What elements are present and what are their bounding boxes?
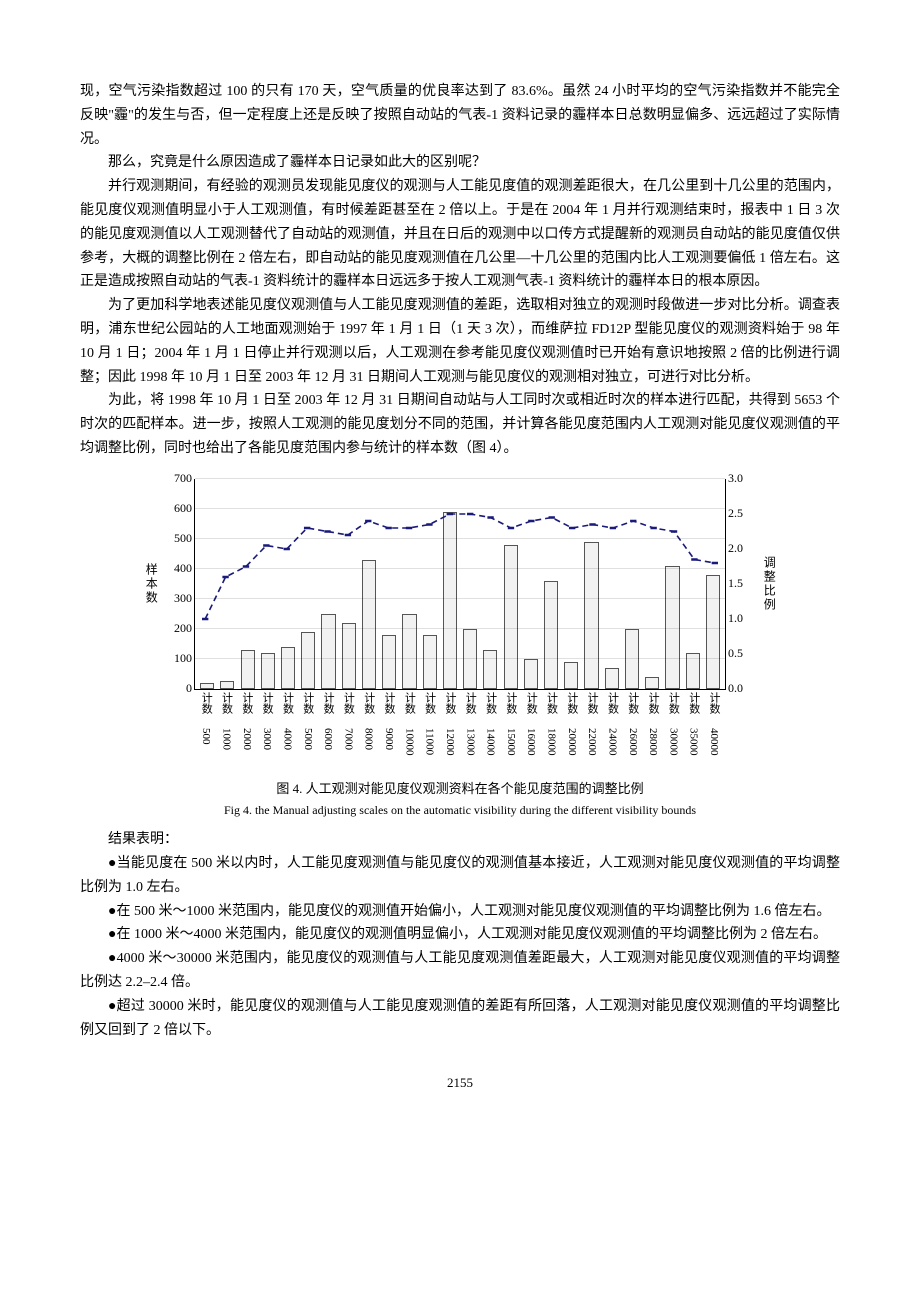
bullet-1: ●当能见度在 500 米以内时，人工能见度观测值与能见度仪的观测值基本接近，人工… — [80, 852, 840, 900]
bullet-5: ●超过 30000 米时，能见度仪的观测值与人工能见度观测值的差距有所回落，人工… — [80, 995, 840, 1043]
paragraph-2: 那么，究竟是什么原因造成了霾样本日记录如此大的区别呢？ — [80, 151, 840, 175]
y-axis-left-label: 样本数 — [140, 479, 162, 690]
paragraph-4: 为了更加科学地表述能见度仪观测值与人工能见度观测值的差距，选取相对独立的观测时段… — [80, 294, 840, 389]
y-axis-right-ticks: 0.00.51.01.52.02.53.0 — [726, 479, 758, 689]
x-axis-ticks: 计数500计数1000计数2000计数3000计数4000计数5000计数600… — [194, 690, 726, 768]
y-axis-right-label: 调整比例 — [758, 479, 780, 690]
paragraph-5: 为此，将 1998 年 10 月 1 日至 2003 年 12 月 31 日期间… — [80, 389, 840, 460]
bullet-4: ●4000 米～30000 米范围内，能见度仪的观测值与人工能见度观测值差距最大… — [80, 947, 840, 995]
y-axis-left-ticks: 0100200300400500600700 — [162, 479, 194, 689]
paragraph-3: 并行观测期间，有经验的观测员发现能见度仪的观测与人工能见度值的观测差距很大，在几… — [80, 175, 840, 294]
chart-plot-area — [194, 479, 726, 690]
figure-4: 样本数 0100200300400500600700 0.00.51.01.52… — [140, 479, 780, 820]
figure-caption-cn: 图 4. 人工观测对能见度仪观测资料在各个能见度范围的调整比例 — [140, 778, 780, 800]
bullet-3: ●在 1000 米～4000 米范围内，能见度仪的观测值明显偏小，人工观测对能见… — [80, 923, 840, 947]
bullet-2: ●在 500 米～1000 米范围内，能见度仪的观测值开始偏小，人工观测对能见度… — [80, 900, 840, 924]
results-heading: 结果表明： — [80, 828, 840, 852]
paragraph-1: 现，空气污染指数超过 100 的只有 170 天，空气质量的优良率达到了 83.… — [80, 80, 840, 151]
figure-caption-en: Fig 4. the Manual adjusting scales on th… — [140, 800, 780, 820]
page-number: 2155 — [80, 1072, 840, 1094]
